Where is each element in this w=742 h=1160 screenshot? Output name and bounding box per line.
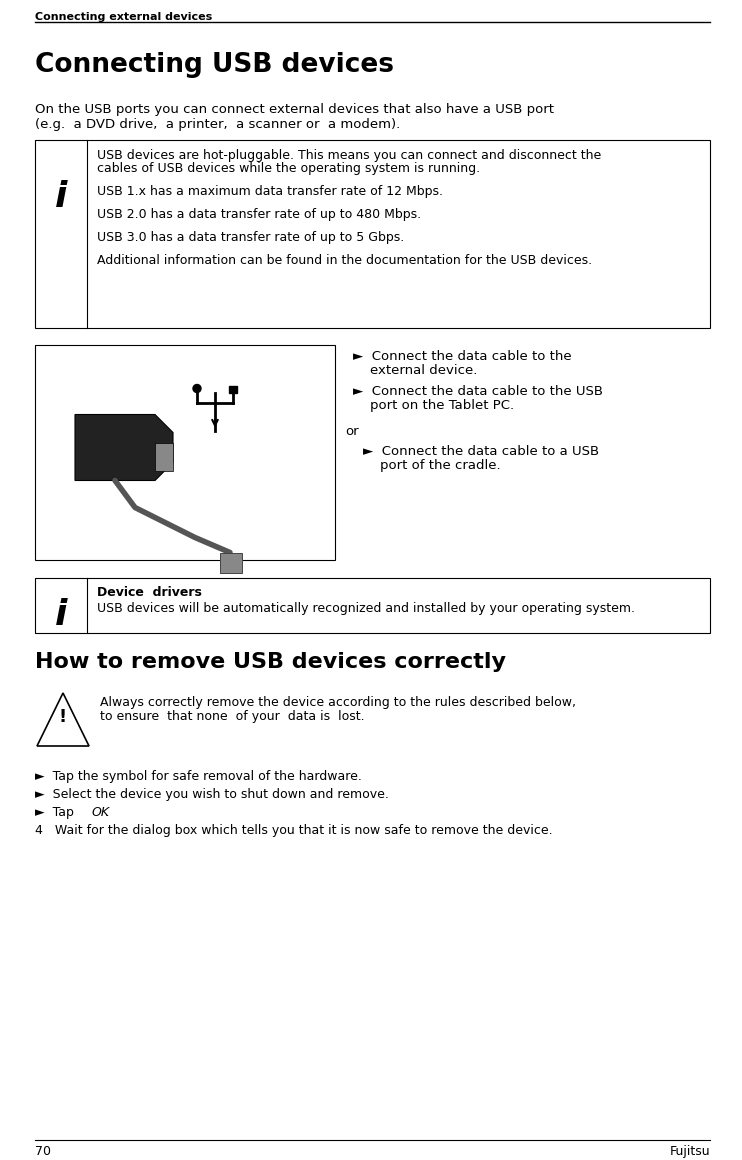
Text: Device  drivers: Device drivers (97, 586, 202, 599)
Text: OK: OK (92, 806, 110, 819)
Text: i: i (55, 180, 68, 213)
Text: or: or (345, 425, 358, 438)
Bar (220, 552, 242, 573)
Text: Connecting external devices: Connecting external devices (35, 12, 212, 22)
Bar (229, 385, 237, 392)
Text: How to remove USB devices correctly: How to remove USB devices correctly (35, 652, 506, 672)
Text: Fujitsu: Fujitsu (669, 1145, 710, 1158)
Text: ►  Tap: ► Tap (35, 806, 82, 819)
Text: port of the cradle.: port of the cradle. (363, 459, 501, 472)
Text: !: ! (59, 708, 67, 726)
Text: to ensure  that none  of your  data is  lost.: to ensure that none of your data is lost… (100, 710, 364, 723)
Bar (35, 140, 710, 328)
Text: USB devices are hot-pluggable. This means you can connect and disconnect the: USB devices are hot-pluggable. This mean… (97, 148, 601, 162)
Text: Additional information can be found in the documentation for the USB devices.: Additional information can be found in t… (97, 254, 592, 267)
Text: Always correctly remove the device according to the rules described below,: Always correctly remove the device accor… (100, 696, 576, 709)
Bar (35, 578, 710, 633)
Polygon shape (37, 693, 89, 746)
Text: ►  Connect the data cable to the: ► Connect the data cable to the (353, 350, 571, 363)
Text: USB devices will be automatically recognized and installed by your operating sys: USB devices will be automatically recogn… (97, 602, 635, 615)
Text: USB 2.0 has a data transfer rate of up to 480 Mbps.: USB 2.0 has a data transfer rate of up t… (97, 208, 421, 222)
Circle shape (193, 384, 201, 392)
Text: .: . (105, 806, 109, 819)
Text: port on the Tablet PC.: port on the Tablet PC. (353, 399, 514, 412)
Bar (155, 442, 173, 471)
Text: 70: 70 (35, 1145, 51, 1158)
Text: (e.g.  a DVD drive,  a printer,  a scanner or  a modem).: (e.g. a DVD drive, a printer, a scanner … (35, 118, 400, 131)
Text: 4   Wait for the dialog box which tells you that it is now safe to remove the de: 4 Wait for the dialog box which tells yo… (35, 824, 553, 838)
Text: ►  Connect the data cable to the USB: ► Connect the data cable to the USB (353, 385, 603, 398)
Polygon shape (75, 414, 173, 480)
Text: external device.: external device. (353, 364, 477, 377)
Text: ►  Select the device you wish to shut down and remove.: ► Select the device you wish to shut dow… (35, 788, 389, 802)
Text: i: i (55, 599, 68, 632)
Text: ►  Connect the data cable to a USB: ► Connect the data cable to a USB (363, 445, 599, 458)
Bar (35, 345, 335, 560)
Text: USB 3.0 has a data transfer rate of up to 5 Gbps.: USB 3.0 has a data transfer rate of up t… (97, 231, 404, 244)
Text: USB 1.x has a maximum data transfer rate of 12 Mbps.: USB 1.x has a maximum data transfer rate… (97, 184, 443, 198)
Text: cables of USB devices while the operating system is running.: cables of USB devices while the operatin… (97, 162, 480, 175)
Text: On the USB ports you can connect external devices that also have a USB port: On the USB ports you can connect externa… (35, 103, 554, 116)
Text: Connecting USB devices: Connecting USB devices (35, 52, 394, 78)
Text: ►  Tap the symbol for safe removal of the hardware.: ► Tap the symbol for safe removal of the… (35, 770, 362, 783)
